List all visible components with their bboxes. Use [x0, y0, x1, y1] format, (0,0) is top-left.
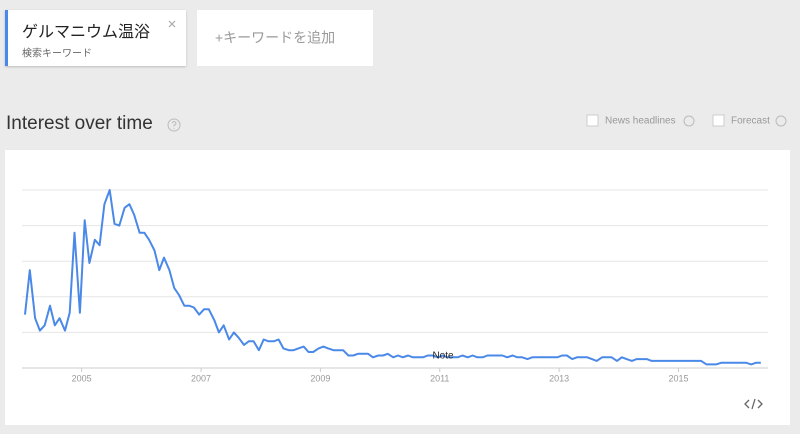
term-color [5, 10, 8, 66]
search-term-card[interactable]: ゲルマニウム温浴 検索キーワード [5, 10, 186, 66]
add-term[interactable]: +キーワードを追加 [215, 30, 335, 46]
option-label: News headlines [605, 116, 676, 127]
x-tick-label: 2015 [668, 373, 688, 383]
remove-icon[interactable] [168, 20, 176, 28]
x-tick-label: 2009 [310, 373, 330, 383]
x-tick-label: 2013 [549, 373, 569, 383]
x-tick-label: 2007 [191, 373, 211, 383]
news-option[interactable]: News headlines [586, 114, 695, 127]
embed-icon[interactable] [744, 398, 763, 410]
card [5, 10, 186, 66]
section-title: Interest over time [6, 113, 153, 134]
x-tick-label: 2011 [430, 373, 449, 383]
checkbox[interactable] [586, 114, 599, 127]
option-label: Forecast [731, 116, 770, 127]
help-icon[interactable] [683, 115, 695, 127]
help-icon[interactable] [775, 115, 787, 127]
checkbox[interactable] [712, 114, 725, 127]
card [197, 10, 373, 66]
plot: 2005 2007 2009 2011 2013 2015 Note [22, 189, 768, 383]
x-tick-label: 2005 [72, 373, 92, 383]
series-line [24, 189, 761, 366]
term-sublabel: 検索キーワード [22, 47, 92, 60]
forecast-option[interactable]: Forecast [712, 114, 787, 127]
annotation: Note [432, 351, 454, 362]
chart-card [5, 150, 790, 425]
add-term-card[interactable]: +キーワードを追加 [197, 10, 373, 66]
help-icon[interactable] [167, 118, 181, 132]
term-label: ゲルマニウム温浴 [22, 23, 150, 41]
